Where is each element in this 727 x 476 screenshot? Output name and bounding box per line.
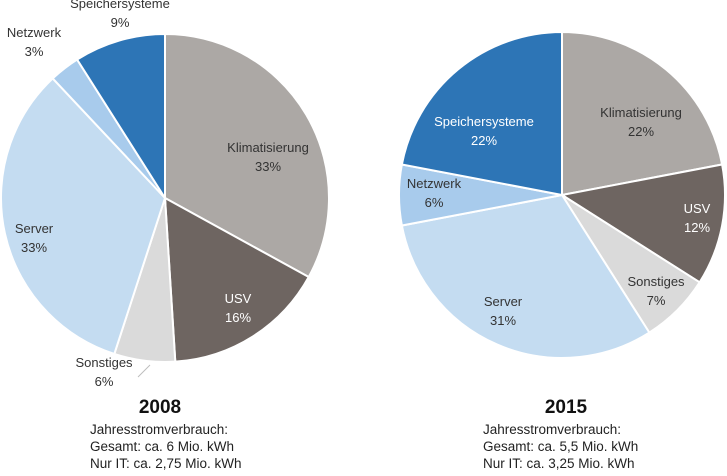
slice-label-2015-netzwerk: Netzwerk 6%: [407, 176, 462, 210]
slice-value-2008-usv: 16%: [225, 310, 251, 325]
slice-name-2015-usv: USV: [684, 201, 711, 216]
slice-label-2008-klimatisierung: Klimatisierung 33%: [227, 140, 309, 174]
slice-name-2008-speichersysteme: Speichersysteme: [70, 0, 170, 11]
slice-name-2008-netzwerk: Netzwerk: [7, 25, 62, 40]
slice-name-2008-klimatisierung: Klimatisierung: [227, 140, 309, 155]
pie-slice-2015-usv: [559, 163, 726, 284]
slice-value-2015-server: 31%: [490, 313, 516, 328]
slice-value-2015-klimatisierung: 22%: [628, 124, 654, 139]
note-2015-line-1: Jahresstromverbrauch:: [483, 422, 621, 437]
slice-value-2015-netzwerk: 6%: [425, 195, 444, 210]
chart-title-2015: 2015: [545, 397, 588, 418]
slice-label-2008-netzwerk: Netzwerk 3%: [7, 25, 62, 59]
slice-name-2008-server: Server: [15, 221, 54, 236]
slice-name-2015-klimatisierung: Klimatisierung: [600, 105, 682, 120]
slice-value-2008-netzwerk: 3%: [25, 44, 44, 59]
pie-slice-2015-server: [400, 193, 651, 359]
slice-label-2008-server: Server 33%: [15, 221, 54, 255]
sonstiges-leader-line: [137, 364, 151, 378]
slice-label-2015-usv: USV 12%: [684, 201, 711, 235]
note-2015-line-3: Nur IT: ca. 3,25 Mio. kWh: [483, 456, 635, 471]
slice-value-2015-sonstiges: 7%: [647, 293, 666, 308]
slice-name-2015-server: Server: [484, 294, 523, 309]
note-2008-line-3: Nur IT: ca. 2,75 Mio. kWh: [90, 456, 242, 471]
pie-slice-2015-klimatisierung: [561, 30, 724, 197]
slice-label-2015-klimatisierung: Klimatisierung 22%: [600, 105, 682, 139]
slice-label-2015-server: Server 31%: [484, 294, 523, 328]
slice-name-2008-usv: USV: [225, 291, 252, 306]
pie-chart-2015: Klimatisierung 22% USV 12% Sonstiges 7% Server…: [398, 30, 726, 359]
note-2008-line-1: Jahresstromverbrauch:: [90, 422, 228, 437]
slice-label-2008-usv: USV 16%: [225, 291, 252, 325]
slice-name-2008-sonstiges: Sonstiges: [75, 355, 133, 370]
note-2008-line-2: Gesamt: ca. 6 Mio. kWh: [90, 439, 234, 454]
pie-slice-2015-speichersysteme: [400, 30, 563, 197]
slice-label-2008-speichersysteme: Speichersysteme 9%: [70, 0, 170, 30]
slice-value-2008-klimatisierung: 33%: [255, 159, 281, 174]
note-2015-line-2: Gesamt: ca. 5,5 Mio. kWh: [483, 439, 638, 454]
chart-title-2008: 2008: [139, 397, 181, 418]
slice-label-2015-sonstiges: Sonstiges 7%: [627, 274, 685, 308]
slice-value-2008-server: 33%: [21, 240, 47, 255]
slice-label-2015-speichersysteme: Speichersysteme 22%: [434, 114, 534, 148]
slice-value-2008-sonstiges: 6%: [95, 374, 114, 389]
pie-slice-2008-speichersysteme: [75, 32, 166, 202]
pie-slice-2008-klimatisierung: [164, 32, 330, 279]
pie-slice-2008-usv: [163, 196, 311, 363]
slice-name-2015-sonstiges: Sonstiges: [627, 274, 685, 289]
pie-chart-2008: Klimatisierung 33% USV 16% Sonstiges 6% Server…: [0, 0, 330, 389]
slice-label-2008-sonstiges: Sonstiges 6%: [75, 355, 133, 389]
slice-value-2015-speichersysteme: 22%: [471, 133, 497, 148]
pie-slice-2008-server: [0, 77, 167, 356]
slice-value-2015-usv: 12%: [684, 220, 710, 235]
slice-name-2015-netzwerk: Netzwerk: [407, 176, 462, 191]
slice-value-2008-speichersysteme: 9%: [111, 15, 130, 30]
slice-name-2015-speichersysteme: Speichersysteme: [434, 114, 534, 129]
